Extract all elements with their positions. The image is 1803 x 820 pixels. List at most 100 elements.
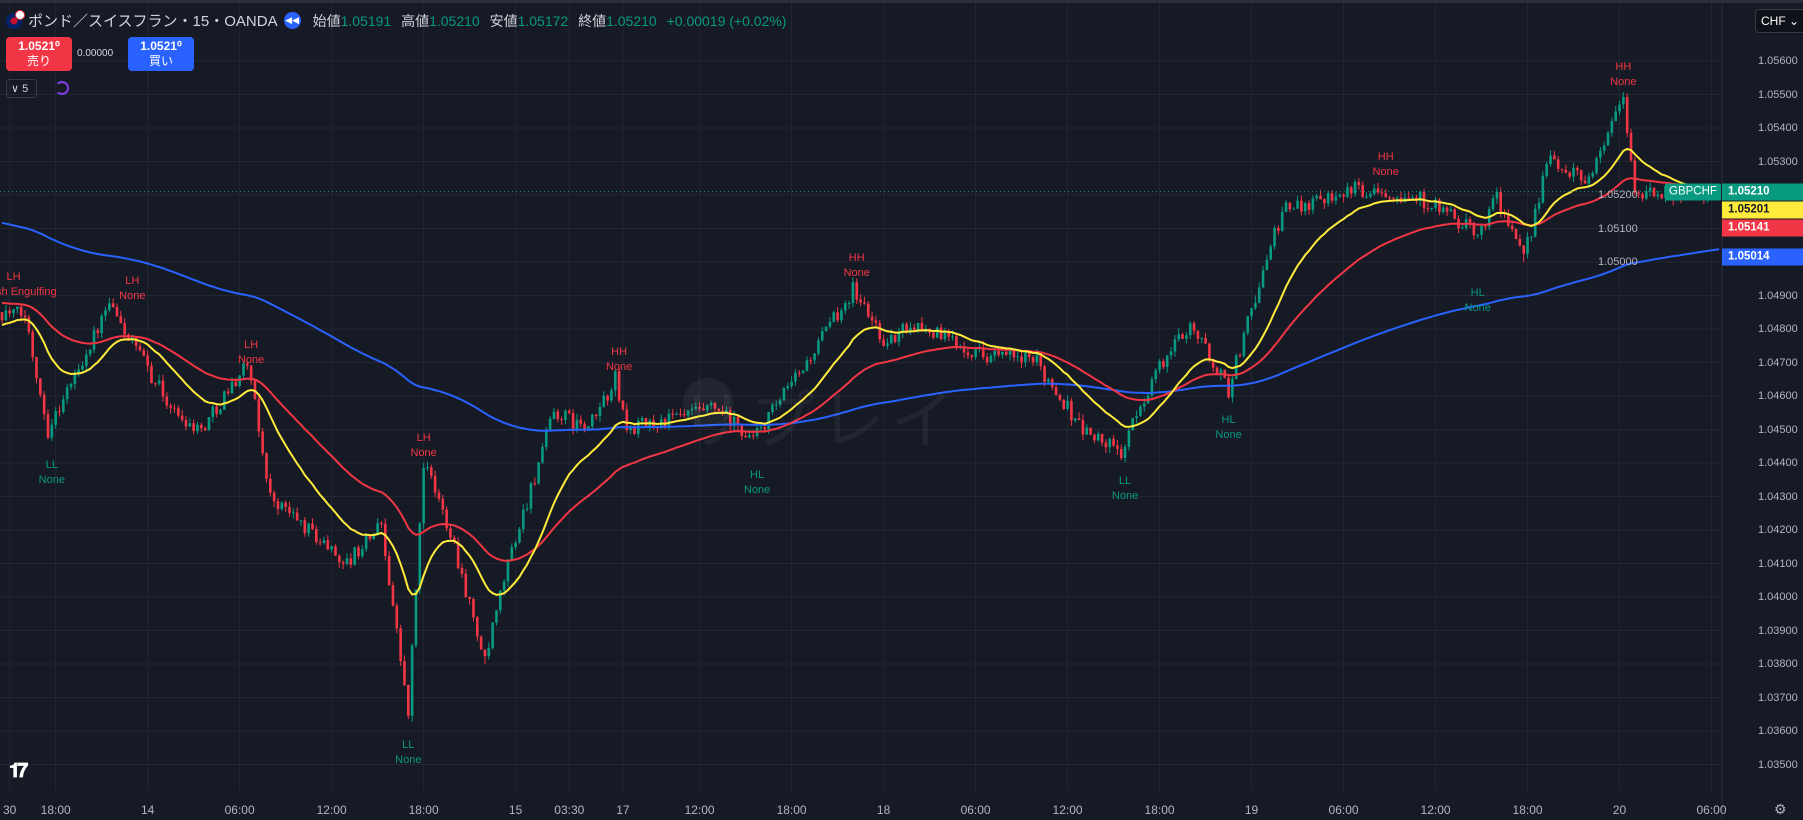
pivot-annotation: HL None: [1465, 286, 1491, 316]
time-axis-label: 14: [140, 803, 155, 817]
candle: [1292, 208, 1296, 210]
candle: [502, 581, 506, 591]
candle: [46, 414, 50, 438]
pivot-kind: LL: [45, 458, 58, 471]
candle: [1031, 357, 1035, 363]
replay-rewind-icon[interactable]: ◀◀: [283, 12, 301, 29]
candle: [1016, 356, 1020, 358]
candle: [594, 414, 598, 417]
pivot-pattern: None: [410, 446, 437, 459]
candle: [1330, 193, 1334, 201]
candle: [1323, 199, 1326, 204]
candle: [583, 423, 586, 430]
candle: [886, 343, 889, 346]
candle: [863, 302, 866, 304]
high-value: 1.05210: [429, 12, 480, 29]
pivot-pattern: Bearish Engulfing: [0, 286, 57, 299]
candle: [100, 315, 103, 334]
candle: [1537, 202, 1541, 209]
candle: [1073, 418, 1077, 421]
pivot-kind: HL: [1221, 414, 1236, 427]
candle: [165, 396, 169, 406]
candle: [587, 426, 590, 430]
pivot-kind: LH: [244, 339, 259, 352]
candle: [1208, 343, 1211, 360]
candle: [1211, 359, 1215, 368]
candle: [709, 403, 713, 406]
candle: [395, 605, 399, 629]
candle: [1219, 369, 1223, 375]
sell-button[interactable]: 1.0521⁰ 売り: [6, 37, 72, 71]
ohlc-legend: 始値1.05191 高値1.05210 安値1.05172 終値1.05210 …: [307, 11, 787, 31]
price-axis-label: 1.05400: [1758, 122, 1798, 134]
spread-value: 0.00000: [77, 48, 114, 59]
candle: [640, 418, 644, 421]
candle: [1395, 197, 1399, 199]
candle: [69, 383, 73, 388]
candle: [1024, 352, 1027, 363]
candle: [590, 414, 594, 427]
settings-icon[interactable]: ⚙: [1774, 801, 1787, 817]
candle: [468, 596, 471, 599]
candle: [1622, 97, 1625, 105]
candle: [759, 427, 763, 429]
candle: [1135, 415, 1138, 418]
candle: [234, 381, 238, 386]
candle: [1522, 245, 1526, 254]
candle: [376, 523, 379, 535]
candle: [27, 317, 31, 332]
candle: [1020, 356, 1023, 363]
candle: [1284, 202, 1288, 212]
replay-watermark: リプレイ: [680, 385, 960, 457]
candle: [1372, 188, 1376, 194]
price-axis-label: 1.03500: [1758, 758, 1798, 771]
candle: [1392, 197, 1395, 199]
candle: [985, 357, 989, 363]
candle: [1127, 430, 1131, 447]
pivot-kind: HH: [611, 346, 628, 359]
candle: [472, 598, 475, 618]
symbol-title[interactable]: ポンド／スイスフラン・15・OANDA: [28, 13, 278, 30]
candle: [548, 418, 552, 430]
candle: [1047, 379, 1050, 382]
candle: [763, 427, 767, 430]
candle: [1288, 202, 1292, 210]
price-axis-label: 1.04100: [1758, 557, 1798, 570]
candle: [364, 535, 368, 550]
tradingview-logo[interactable]: 𝟏𝟕: [9, 760, 28, 782]
candle: [1633, 160, 1637, 193]
candle: [537, 462, 540, 484]
quantity-dropdown[interactable]: ∨ 5: [6, 79, 37, 98]
candle: [142, 350, 146, 356]
candle: [464, 573, 468, 597]
buy-button[interactable]: 1.0521⁰ 買い: [128, 37, 194, 71]
currency-dropdown[interactable]: CHF ⌄: [1755, 9, 1803, 33]
price-axis-label: 1.04500: [1758, 423, 1798, 436]
candle: [1238, 355, 1242, 357]
time-axis-label: 06:00: [224, 803, 255, 817]
candle: [694, 407, 698, 409]
sync-icon[interactable]: [55, 81, 69, 95]
candle: [1541, 175, 1545, 203]
candle: [771, 404, 774, 413]
ma-price-badge: 1.05201: [1722, 201, 1803, 219]
candle: [1599, 150, 1602, 158]
candle: [1365, 196, 1368, 198]
candle: [1510, 225, 1514, 230]
candle: [625, 409, 629, 431]
last-price-badge: 1.05210: [1722, 183, 1803, 201]
candle: [1342, 194, 1345, 197]
candle: [1012, 350, 1016, 358]
candle: [357, 547, 360, 557]
candle: [441, 498, 445, 510]
candle: [571, 412, 575, 430]
candle: [1326, 193, 1330, 204]
pivot-annotation: HH None: [1610, 60, 1636, 90]
candle: [525, 508, 529, 510]
candle: [1361, 184, 1365, 197]
candle: [1560, 168, 1564, 170]
candle: [169, 405, 172, 408]
pivot-annotation: LH None: [238, 338, 264, 368]
candle: [111, 303, 115, 308]
